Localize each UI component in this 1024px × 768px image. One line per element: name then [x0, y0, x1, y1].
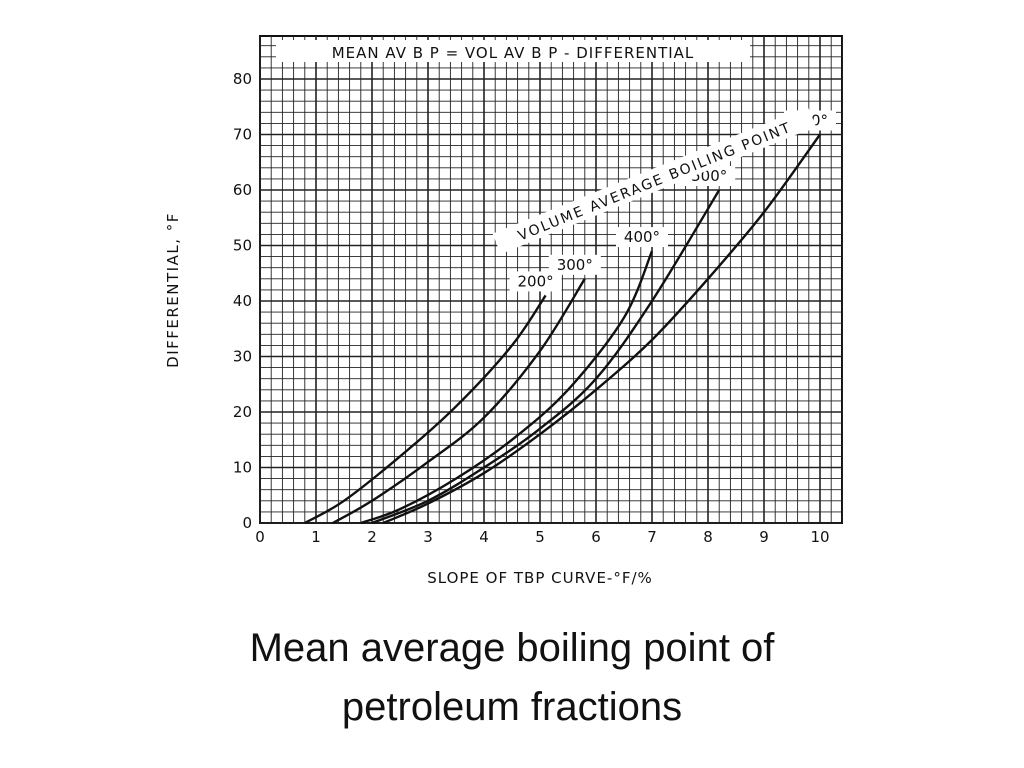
chart: 0 1 2 3 4 5 6 7 8 9 10 0 10 20 30 40 50 60 70 80 200°300° 40… — [164, 35, 843, 587]
x-tick-label: 4 — [479, 528, 489, 546]
y-tick-label: 50 — [233, 237, 252, 255]
y-tick-label: 80 — [233, 70, 252, 88]
series-label-text: 200° — [518, 272, 554, 290]
caption-line-1: Mean average boiling point of — [249, 626, 775, 670]
y-tick-label: 70 — [233, 126, 252, 144]
x-tick-label: 6 — [591, 528, 601, 546]
x-axis-label: SLOPE OF TBP CURVE-°F/% — [427, 569, 653, 587]
x-tick-label: 10 — [810, 528, 829, 546]
caption-line-2: petroleum fractions — [341, 685, 683, 729]
series-lines — [304, 133, 821, 525]
series-label-0: 200° — [509, 271, 562, 292]
y-tick-label: 60 — [233, 181, 252, 199]
x-tick-label: 5 — [535, 528, 545, 546]
y-tick-label: 40 — [233, 292, 252, 310]
y-tick-label: 0 — [242, 514, 252, 532]
tick-labels: 0 1 2 3 4 5 6 7 8 9 10 0 10 20 30 40 50 60 70 80 — [233, 70, 830, 546]
x-tick-label: 9 — [759, 528, 769, 546]
series-line-4 — [382, 133, 821, 525]
x-tick-label: 8 — [703, 528, 713, 546]
series-label-text: 400° — [624, 228, 660, 246]
x-tick-label: 0 — [255, 528, 265, 546]
series-line-1 — [332, 278, 586, 525]
series-label-2: 400° — [616, 227, 668, 248]
chart-title: MEAN AV B P = VOL AV B P - DIFFERENTIAL — [332, 44, 695, 62]
series-line-3 — [371, 189, 721, 525]
chart-title-box — [276, 40, 750, 62]
x-tick-label: 1 — [311, 528, 321, 546]
series-line-0 — [304, 294, 547, 525]
y-axis-label: DIFFERENTIAL, °F — [164, 212, 182, 368]
series-label-text: 300° — [557, 256, 593, 274]
y-tick-label: 30 — [233, 348, 252, 366]
x-tick-label: 3 — [423, 528, 433, 546]
series-label-1: 300° — [548, 254, 601, 275]
grid — [259, 35, 843, 524]
y-tick-label: 10 — [233, 459, 252, 477]
y-tick-label: 20 — [233, 403, 252, 421]
x-tick-label: 7 — [647, 528, 657, 546]
series-line-2 — [360, 250, 654, 525]
x-tick-label: 2 — [367, 528, 377, 546]
